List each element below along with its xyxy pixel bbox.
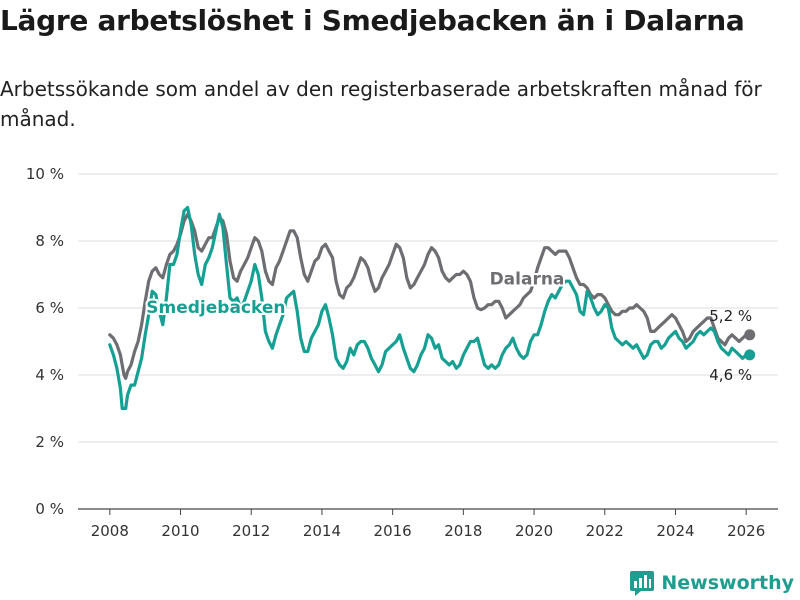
x-tick-label: 2018 bbox=[444, 522, 482, 540]
y-tick-label: 6 % bbox=[35, 299, 64, 317]
y-tick-label: 8 % bbox=[35, 232, 64, 250]
chart-subtitle: Arbetssökande som andel av den registerb… bbox=[0, 77, 762, 131]
y-tick-label: 10 % bbox=[26, 165, 64, 183]
x-tick-label: 2016 bbox=[374, 522, 412, 540]
y-tick-label: 2 % bbox=[35, 433, 64, 451]
series-label-smedjebacken: Smedjebacken bbox=[146, 298, 285, 318]
x-axis: 2008 2010 2012 2014 2016 2018 2020 2022 2024 2026 bbox=[91, 509, 765, 540]
y-axis-tick-labels: 0 % 2 % 4 % 6 % 8 % 10 % bbox=[26, 165, 64, 518]
series-line-smedjebacken bbox=[108, 205, 752, 411]
end-value-label-dalarna: 5,2 % bbox=[709, 307, 752, 325]
x-tick-label: 2012 bbox=[232, 522, 270, 540]
chart-title: Lägre arbetslöshet i Smedjebacken än i D… bbox=[0, 4, 745, 37]
series-endpoint-dalarna bbox=[744, 329, 756, 341]
series-layer bbox=[108, 205, 756, 411]
brand-name: Newsworthy bbox=[661, 572, 794, 594]
x-tick-label: 2022 bbox=[586, 522, 624, 540]
line-chart: 0 % 2 % 4 % 6 % 8 % 10 % 2008 2010 2012 2014 2016… bbox=[26, 165, 778, 540]
series-labels: 5,2 % Dalarna 4,6 % Smedjebacken bbox=[144, 268, 752, 384]
x-tick-label: 2010 bbox=[161, 522, 199, 540]
end-value-label-smedjebacken: 4,6 % bbox=[709, 366, 752, 384]
x-tick-label: 2026 bbox=[727, 522, 765, 540]
series-label-dalarna: Dalarna bbox=[490, 270, 565, 290]
series-line-dalarna bbox=[108, 212, 752, 380]
x-tick-label: 2024 bbox=[656, 522, 694, 540]
y-tick-label: 0 % bbox=[35, 500, 64, 518]
newsworthy-logo: Newsworthy bbox=[629, 568, 794, 598]
y-tick-label: 4 % bbox=[35, 366, 64, 384]
series-endpoint-smedjebacken bbox=[744, 349, 756, 361]
bar-chart-icon bbox=[630, 571, 655, 596]
x-tick-label: 2008 bbox=[91, 522, 129, 540]
x-tick-label: 2014 bbox=[303, 522, 341, 540]
x-tick-label: 2020 bbox=[515, 522, 553, 540]
